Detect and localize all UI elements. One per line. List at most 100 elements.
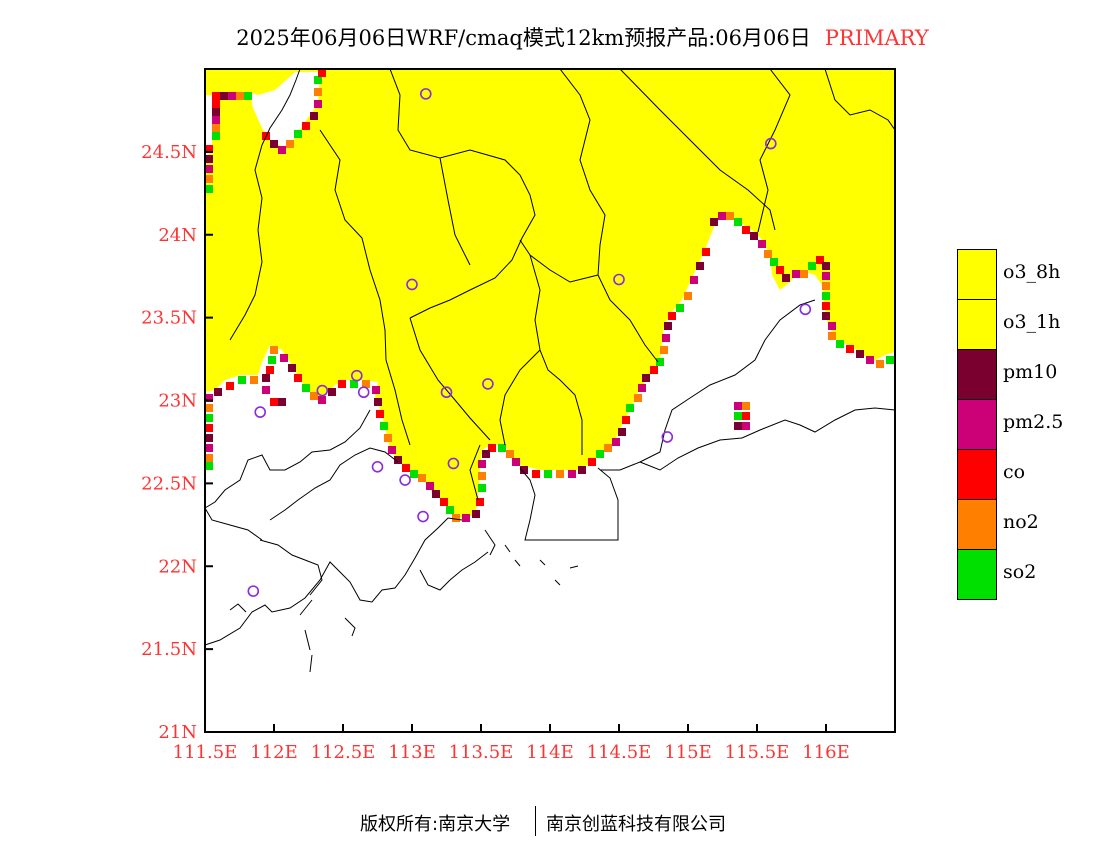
pollutant-cell xyxy=(205,414,213,422)
pollutant-cell xyxy=(696,262,704,270)
chart-title: 2025年06月06日WRF/cmaq模式12km预报产品:06月06日 PRIM… xyxy=(0,22,1100,52)
pollutant-cell xyxy=(244,92,252,100)
lon-tick-label: 114.5E xyxy=(587,742,652,763)
pollutant-cell xyxy=(690,276,698,284)
pollutant-cell xyxy=(532,470,540,478)
pollutant-cell xyxy=(822,282,830,290)
pollutant-cell xyxy=(388,446,396,454)
pollutant-cell xyxy=(302,122,310,130)
pollutant-cell xyxy=(604,444,612,452)
pollutant-cell xyxy=(440,498,448,506)
pollutant-cell xyxy=(626,404,634,412)
pollutant-cell xyxy=(280,354,288,362)
pollutant-cell xyxy=(270,346,278,354)
pollutant-cell xyxy=(238,376,246,384)
station-marker xyxy=(419,88,432,100)
pollutant-cell xyxy=(742,412,750,420)
lat-tick-label: 24N xyxy=(158,225,197,246)
lat-axis: 21N 21.5N 22N 22.5N 23N 23.5N 24N 24.5N xyxy=(141,142,213,743)
pollutant-cell xyxy=(822,302,830,310)
lon-tick-label: 116E xyxy=(802,742,850,763)
pollutant-cell xyxy=(544,470,552,478)
pollutant-cell xyxy=(212,108,220,116)
pollutant-cell xyxy=(836,340,844,348)
pollutant-cell xyxy=(205,424,213,432)
pollutant-cell xyxy=(578,466,586,474)
pollutant-cell xyxy=(452,514,460,522)
pollutant-cell xyxy=(734,218,742,226)
station-marker xyxy=(316,384,329,397)
pollutant-cell xyxy=(205,444,213,452)
pollutant-cell xyxy=(618,428,626,436)
pollutant-cell xyxy=(742,402,750,410)
pollutant-cell xyxy=(262,374,270,382)
pollutant-cell xyxy=(846,345,854,353)
pollutant-cell xyxy=(212,124,220,132)
station-marker xyxy=(406,278,418,291)
station-marker xyxy=(371,460,384,473)
legend-swatch xyxy=(957,349,997,400)
pollutant-cell xyxy=(866,356,874,364)
lon-tick-label: 113E xyxy=(388,742,436,763)
lon-tick-label: 115E xyxy=(664,742,712,763)
pollutant-cell xyxy=(588,458,596,466)
pollutant-cell xyxy=(662,334,670,342)
pollutant-cell xyxy=(350,380,358,388)
pollutant-cell xyxy=(622,416,630,424)
station-marker xyxy=(440,386,453,399)
pollutant-cell xyxy=(212,100,220,108)
legend-label: no2 xyxy=(1003,511,1039,533)
admin-boundaries xyxy=(229,69,895,501)
pollutant-cell xyxy=(372,386,380,394)
lat-tick-label: 24.5N xyxy=(141,142,197,163)
pollutant-cell xyxy=(634,394,642,402)
legend-label: pm2.5 xyxy=(1003,411,1064,433)
lat-tick-label: 21N xyxy=(158,722,197,743)
pollutant-cell xyxy=(250,376,258,384)
pollutant-cell xyxy=(302,384,310,392)
pollutant-cell xyxy=(205,434,213,442)
pollutant-cell xyxy=(286,140,294,148)
pollutant-cell xyxy=(792,270,800,278)
pollutant-cell xyxy=(314,100,322,108)
station-markers xyxy=(247,88,812,597)
pollutant-cell xyxy=(462,514,470,522)
pollutant-cell xyxy=(294,130,302,138)
pollutant-cell xyxy=(876,360,884,368)
station-marker xyxy=(447,457,460,470)
pollutant-cell xyxy=(734,402,742,410)
pollutant-cell xyxy=(270,140,278,148)
pollutant-cell xyxy=(478,472,486,480)
pollutant-cell xyxy=(374,398,382,406)
pollutant-cell xyxy=(650,366,658,374)
pollutant-cell xyxy=(314,88,322,96)
pollutant-cell xyxy=(328,388,336,396)
pollutant-cell xyxy=(338,380,346,388)
pollutant-cell xyxy=(278,398,286,406)
pollutant-cell xyxy=(886,356,894,364)
lon-tick-label: 111.5E xyxy=(173,742,238,763)
pollutant-cell xyxy=(718,212,726,220)
o3-region xyxy=(205,69,895,518)
pollutant-cell xyxy=(384,434,392,442)
lat-tick-label: 22N xyxy=(158,556,197,577)
pollutant-cell xyxy=(742,226,750,234)
pollutant-cell xyxy=(205,404,213,412)
pollutant-cell xyxy=(376,410,384,418)
pollutant-cell xyxy=(660,346,668,354)
station-marker xyxy=(399,474,411,486)
pollutant-cell xyxy=(822,272,830,280)
pollutant-cell xyxy=(776,266,784,274)
pollutant-cell xyxy=(676,304,684,312)
pollutant-cell xyxy=(270,398,278,406)
pollutant-cell xyxy=(288,364,296,372)
pollutant-cell xyxy=(228,92,236,100)
pollutant-cell xyxy=(734,422,742,430)
lon-tick-label: 113.5E xyxy=(449,742,514,763)
pollutant-cell xyxy=(656,358,664,366)
station-marker xyxy=(661,431,674,443)
pollutant-cell xyxy=(426,482,434,490)
pollutant-cell xyxy=(726,212,734,220)
pollutant-cell xyxy=(512,458,520,466)
